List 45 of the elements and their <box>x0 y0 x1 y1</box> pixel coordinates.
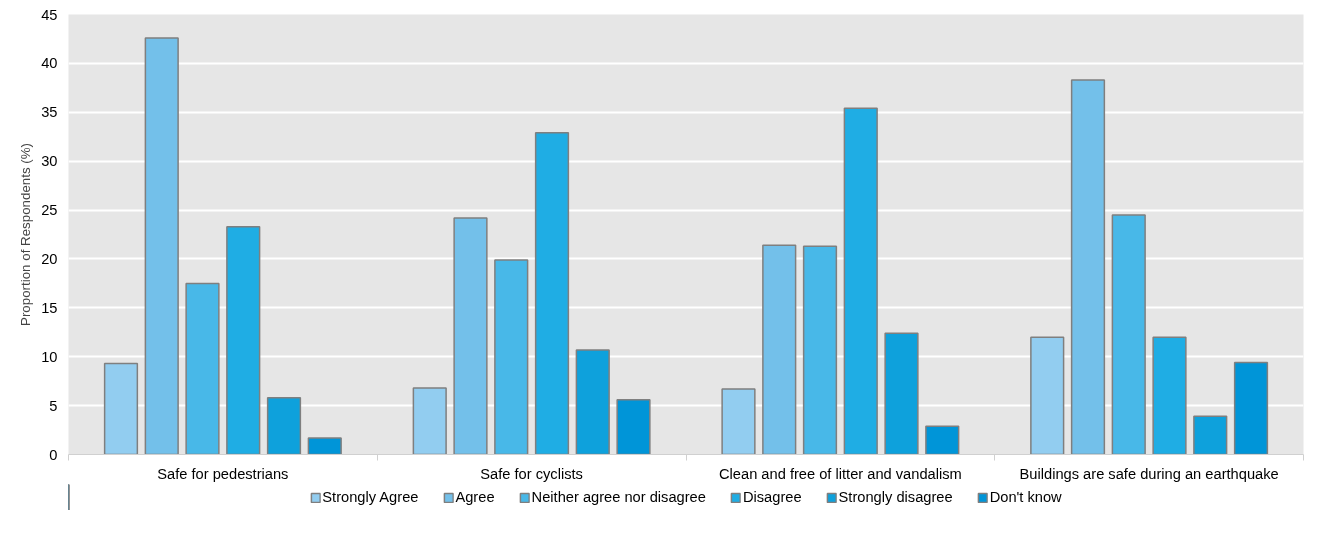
bar <box>534 132 570 455</box>
bar <box>1030 336 1065 455</box>
bar <box>802 245 838 455</box>
bar <box>307 437 342 455</box>
bar <box>412 387 447 455</box>
bar <box>226 225 261 455</box>
legend-label: Strongly Agree <box>322 489 419 505</box>
bar <box>185 282 220 455</box>
y-tick-label: 40 <box>41 55 58 72</box>
bar <box>1193 415 1228 455</box>
bar <box>575 349 610 455</box>
y-tick-label: 25 <box>41 202 58 219</box>
legend-label: Disagree <box>742 489 802 505</box>
bar <box>843 107 878 455</box>
bar <box>762 244 797 455</box>
y-axis-title: Proportion of Respondents (%) <box>18 142 34 326</box>
x-tick-label: Safe for pedestrians <box>157 465 289 482</box>
bar <box>144 37 179 455</box>
bar <box>884 332 919 455</box>
y-tick-label: 0 <box>49 446 58 463</box>
bar <box>616 398 651 455</box>
legend-label: Agree <box>455 489 495 505</box>
bar <box>721 388 756 455</box>
bar <box>494 259 529 455</box>
x-tick-label: Buildings are safe during an earthquake <box>1019 465 1279 482</box>
y-tick-label: 35 <box>41 104 58 121</box>
y-tick-label: 15 <box>41 299 58 316</box>
x-tick-label: Safe for cyclists <box>480 465 583 482</box>
y-tick-label: 20 <box>41 250 58 267</box>
x-tick-label: Clean and free of litter and vandalism <box>718 465 962 482</box>
y-tick-label: 30 <box>41 153 58 170</box>
y-tick-label: 5 <box>49 397 58 414</box>
bar <box>1233 361 1269 455</box>
bar <box>453 217 488 455</box>
bar <box>1152 336 1187 455</box>
bar <box>1070 79 1106 455</box>
bar <box>103 362 139 455</box>
legend-label: Strongly disagree <box>838 489 953 505</box>
bar <box>925 425 960 455</box>
bar <box>266 397 302 455</box>
y-tick-label: 45 <box>41 6 58 23</box>
y-tick-label: 10 <box>41 348 58 365</box>
bar <box>1111 214 1146 455</box>
legend-label: Don't know <box>989 489 1062 505</box>
legend-label: Neither agree nor disagree <box>531 489 706 505</box>
